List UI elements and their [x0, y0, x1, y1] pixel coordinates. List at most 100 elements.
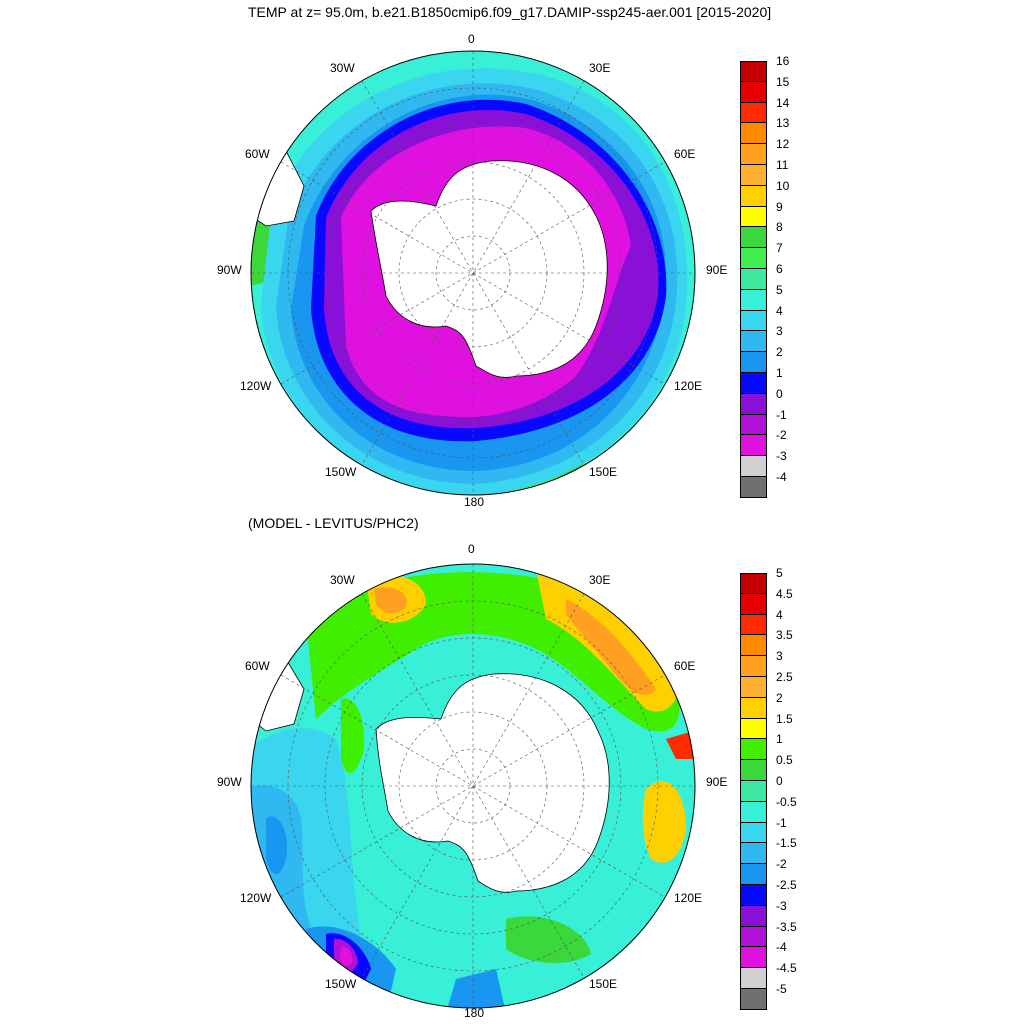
- colorbar-swatch: [740, 739, 767, 761]
- lon-label-60e-bottom: 60E: [674, 659, 696, 673]
- colorbar-label: -4.5: [776, 961, 797, 976]
- colorbar-label: 1.5: [776, 711, 793, 726]
- colorbar-label: 5: [776, 282, 783, 297]
- colorbar-swatch: [740, 780, 767, 802]
- colorbar-swatch: [740, 635, 767, 657]
- temperature-difference-polar-map: [250, 563, 696, 1009]
- lon-label-60w-bottom: 60W: [245, 659, 270, 673]
- colorbar-label: 3: [776, 649, 783, 664]
- colorbar-label: 4: [776, 607, 783, 622]
- colorbar-swatch: [740, 456, 767, 477]
- colorbar-swatch: [740, 476, 767, 498]
- lon-label-30e-bottom: 30E: [589, 573, 611, 587]
- colorbar-swatch: [740, 905, 767, 927]
- colorbar-swatch: [740, 227, 767, 249]
- colorbar-swatch: [740, 414, 767, 436]
- colorbar-swatch: [740, 801, 767, 823]
- lon-label-0: 0: [468, 32, 475, 46]
- lon-label-150e-bottom: 150E: [589, 977, 618, 991]
- lon-label-150w: 150W: [325, 465, 357, 479]
- colorbar-swatch: [740, 206, 767, 228]
- colorbar-label: -2: [776, 428, 787, 443]
- colorbar-swatch: [740, 656, 767, 677]
- lon-label-30e: 30E: [589, 61, 611, 75]
- lon-label-60w: 60W: [245, 147, 270, 161]
- colorbar-label: -2.5: [776, 878, 797, 892]
- lon-label-180: 180: [464, 495, 485, 509]
- lon-label-120w: 120W: [240, 379, 272, 393]
- colorbar-swatch: [740, 268, 767, 290]
- colorbar-label: 6: [776, 262, 783, 276]
- colorbar-label: 9: [776, 199, 783, 214]
- lon-label-150w-bottom: 150W: [325, 977, 357, 991]
- colorbar-label: 4.5: [776, 586, 793, 601]
- colorbar-swatch: [740, 968, 767, 989]
- colorbar-swatch: [740, 331, 767, 353]
- colorbar-label: 2: [776, 690, 783, 705]
- colorbar-label: 5: [776, 566, 783, 580]
- colorbar-label: 2: [776, 345, 783, 360]
- colorbar-label: -3: [776, 449, 787, 464]
- colorbar-swatch: [740, 884, 767, 906]
- colorbar-label: -1.5: [776, 836, 797, 851]
- lon-label-150e: 150E: [589, 465, 618, 479]
- colorbar-swatch: [740, 760, 767, 781]
- colorbar-swatch: [740, 248, 767, 269]
- colorbar-label: 0: [776, 774, 783, 788]
- temperature-polar-map: [250, 50, 696, 496]
- lon-label-90e: 90E: [706, 263, 728, 277]
- lon-label-30w-bottom: 30W: [330, 573, 355, 587]
- colorbar-swatch: [740, 864, 767, 885]
- lon-label-180-bottom: 180: [464, 1006, 485, 1020]
- colorbar-label: -5: [776, 982, 787, 996]
- colorbar-label: -2: [776, 857, 787, 872]
- colorbar-swatch: [740, 435, 767, 457]
- colorbar-label: -1: [776, 815, 787, 830]
- colorbar-swatch: [740, 185, 767, 207]
- lon-label-90w-bottom: 90W: [217, 775, 242, 789]
- colorbar-swatch: [740, 926, 767, 948]
- colorbar-label: -3: [776, 898, 787, 913]
- colorbar-bottom: [740, 573, 767, 1010]
- colorbar-swatch: [740, 372, 767, 394]
- colorbar-label: 16: [776, 54, 790, 68]
- colorbar-swatch: [740, 289, 767, 311]
- lon-label-90e-bottom: 90E: [706, 775, 728, 789]
- colorbar-swatch: [740, 822, 767, 844]
- colorbar-swatch: [740, 843, 767, 865]
- colorbar-label: 0.5: [776, 753, 793, 768]
- colorbar-label: 8: [776, 220, 783, 235]
- lon-label-0-bottom: 0: [468, 542, 475, 556]
- colorbar-swatch: [740, 123, 767, 145]
- colorbar-label: 1: [776, 366, 783, 380]
- lon-label-30w: 30W: [330, 61, 355, 75]
- lon-label-120e-bottom: 120E: [674, 891, 703, 905]
- colorbar-swatch: [740, 573, 767, 594]
- colorbar-label: 14: [776, 95, 790, 110]
- lon-label-60e: 60E: [674, 147, 696, 161]
- colorbar-swatch: [740, 81, 767, 103]
- colorbar-label: -1: [776, 407, 787, 422]
- colorbar-swatch: [740, 144, 767, 165]
- colorbar-swatch: [740, 988, 767, 1010]
- colorbar-label: -3.5: [776, 919, 797, 934]
- plot-title: TEMP at z= 95.0m, b.e21.B1850cmip6.f09_g…: [248, 4, 772, 20]
- colorbar-label: -4: [776, 470, 787, 484]
- colorbar-label: 15: [776, 74, 790, 89]
- colorbar-top: [740, 61, 767, 498]
- colorbar-label: 3: [776, 324, 783, 339]
- colorbar-label: -0.5: [776, 794, 797, 809]
- colorbar-label: 2.5: [776, 670, 793, 684]
- colorbar-label: 7: [776, 241, 783, 256]
- colorbar-swatch: [740, 352, 767, 373]
- colorbar-swatch: [740, 393, 767, 415]
- colorbar-swatch: [740, 593, 767, 615]
- colorbar-label: 10: [776, 178, 790, 193]
- colorbar-label: 0: [776, 386, 783, 401]
- colorbar-swatch: [740, 697, 767, 719]
- colorbar-label: 13: [776, 116, 790, 131]
- colorbar-swatch: [740, 676, 767, 698]
- colorbar-swatch: [740, 102, 767, 124]
- lon-label-90w: 90W: [217, 263, 242, 277]
- lon-label-120e: 120E: [674, 379, 703, 393]
